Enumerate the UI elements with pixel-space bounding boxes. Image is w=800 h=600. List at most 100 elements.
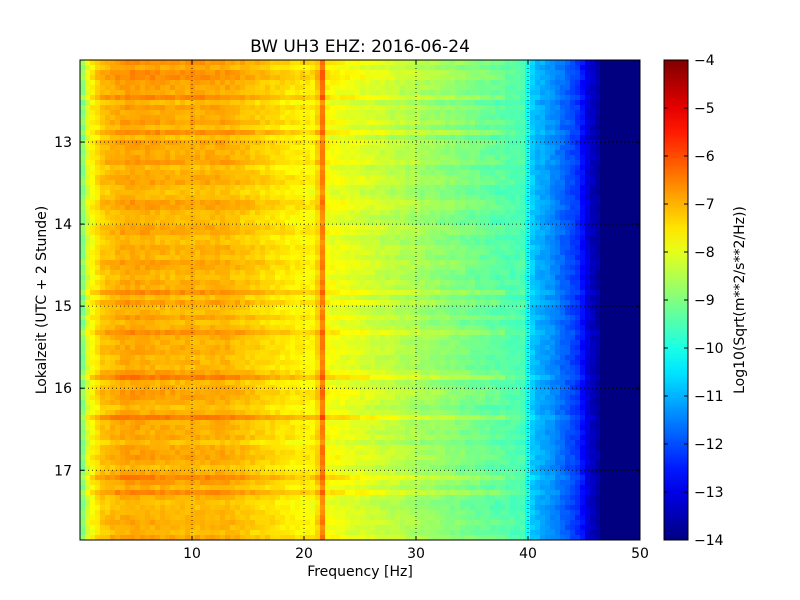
heatmap-cell	[260, 235, 266, 241]
heatmap-cell	[350, 280, 356, 286]
heatmap-cell	[635, 170, 640, 176]
heatmap-cell	[100, 130, 106, 136]
heatmap-cell	[325, 280, 331, 286]
heatmap-cell	[635, 165, 640, 171]
heatmap-cell	[280, 185, 286, 191]
heatmap-cell	[120, 70, 126, 76]
heatmap-cell	[370, 185, 376, 191]
heatmap-cell	[305, 205, 311, 211]
heatmap-cell	[135, 200, 141, 206]
heatmap-cell	[190, 165, 196, 171]
heatmap-cell	[430, 170, 436, 176]
heatmap-cell	[125, 125, 131, 131]
heatmap-cell	[225, 170, 231, 176]
heatmap-cell	[585, 165, 591, 171]
heatmap-cell	[380, 160, 386, 166]
heatmap-cell	[380, 110, 386, 116]
heatmap-cell	[490, 75, 496, 81]
heatmap-cell	[500, 175, 506, 181]
heatmap-cell	[325, 270, 331, 276]
heatmap-cell	[590, 165, 596, 171]
heatmap-cell	[540, 65, 546, 71]
heatmap-cell	[170, 140, 176, 146]
heatmap-cell	[235, 190, 241, 196]
heatmap-cell	[405, 75, 411, 81]
heatmap-cell	[425, 95, 431, 101]
heatmap-cell	[245, 95, 251, 101]
heatmap-cell	[395, 205, 401, 211]
heatmap-cell	[445, 115, 451, 121]
heatmap-cell	[570, 180, 576, 186]
heatmap-cell	[580, 70, 586, 76]
heatmap-cell	[610, 215, 616, 221]
heatmap-cell	[230, 180, 236, 186]
heatmap-cell	[150, 130, 156, 136]
heatmap-cell	[525, 160, 531, 166]
heatmap-cell	[160, 140, 166, 146]
heatmap-cell	[450, 255, 456, 261]
heatmap-cell	[485, 65, 491, 71]
heatmap-cell	[235, 90, 241, 96]
heatmap-cell	[615, 235, 621, 241]
heatmap-cell	[110, 95, 116, 101]
heatmap-cell	[565, 60, 571, 66]
heatmap-cell	[430, 175, 436, 181]
heatmap-cell	[380, 70, 386, 76]
heatmap-cell	[615, 145, 621, 151]
heatmap-cell	[395, 120, 401, 126]
heatmap-cell	[105, 220, 111, 226]
heatmap-cell	[255, 110, 261, 116]
heatmap-cell	[595, 100, 601, 106]
heatmap-cell	[410, 240, 416, 246]
heatmap-cell	[235, 225, 241, 231]
heatmap-cell	[315, 100, 321, 106]
heatmap-cell	[545, 190, 551, 196]
heatmap-cell	[320, 105, 326, 111]
heatmap-cell	[560, 170, 566, 176]
heatmap-cell	[145, 75, 151, 81]
heatmap-cell	[395, 210, 401, 216]
heatmap-cell	[390, 205, 396, 211]
heatmap-cell	[135, 65, 141, 71]
heatmap-cell	[540, 170, 546, 176]
heatmap-cell	[435, 255, 441, 261]
heatmap-cell	[160, 85, 166, 91]
heatmap-cell	[570, 100, 576, 106]
heatmap-cell	[120, 60, 126, 66]
heatmap-cell	[375, 70, 381, 76]
heatmap-cell	[590, 65, 596, 71]
heatmap-cell	[295, 265, 301, 271]
heatmap-cell	[120, 130, 126, 136]
heatmap-cell	[410, 125, 416, 131]
heatmap-cell	[365, 230, 371, 236]
heatmap-cell	[285, 80, 291, 86]
heatmap-cell	[175, 175, 181, 181]
heatmap-cell	[400, 70, 406, 76]
heatmap-cell	[550, 260, 556, 266]
heatmap-cell	[105, 245, 111, 251]
heatmap-cell	[615, 240, 621, 246]
heatmap-cell	[350, 135, 356, 141]
heatmap-cell	[110, 200, 116, 206]
heatmap-cell	[480, 215, 486, 221]
heatmap-cell	[565, 145, 571, 151]
heatmap-cell	[250, 190, 256, 196]
heatmap-cell	[480, 155, 486, 161]
heatmap-cell	[515, 230, 521, 236]
heatmap-cell	[545, 175, 551, 181]
heatmap-cell	[500, 230, 506, 236]
heatmap-cell	[630, 225, 636, 231]
heatmap-cell	[540, 225, 546, 231]
heatmap-cell	[540, 260, 546, 266]
heatmap-cell	[330, 160, 336, 166]
heatmap-cell	[505, 115, 511, 121]
heatmap-cell	[200, 175, 206, 181]
heatmap-cell	[590, 135, 596, 141]
heatmap-cell	[275, 270, 281, 276]
heatmap-cell	[600, 215, 606, 221]
heatmap-cell	[245, 200, 251, 206]
heatmap-cell	[265, 95, 271, 101]
heatmap-cell	[620, 185, 626, 191]
heatmap-cell	[165, 105, 171, 111]
heatmap-cell	[470, 85, 476, 91]
